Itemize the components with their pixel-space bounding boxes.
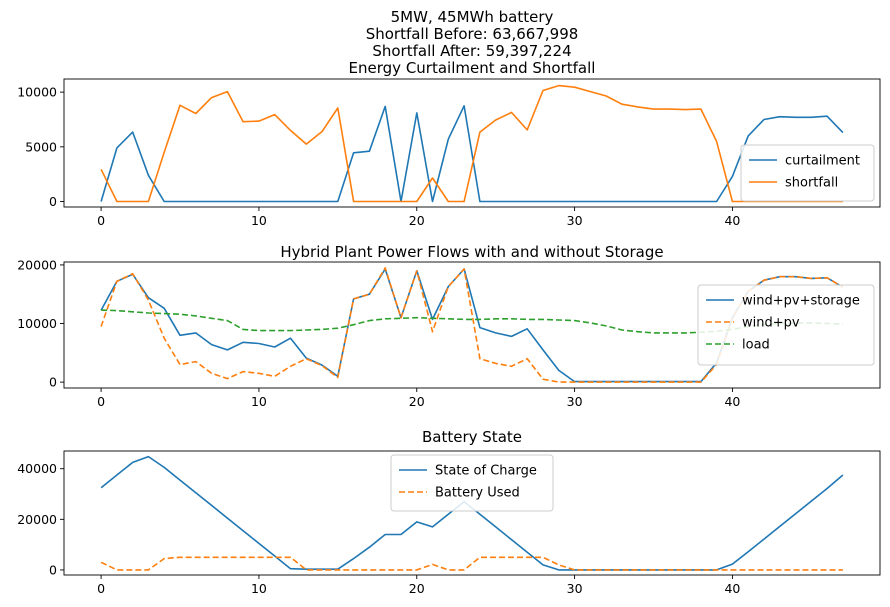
y-tick-label: 20000: [17, 512, 57, 527]
legend-label-load: load: [742, 338, 770, 353]
x-tick-label: 20: [409, 394, 425, 409]
legend: wind+pv+storage wind+pv load: [697, 284, 875, 366]
axes-frame: [63, 261, 881, 389]
x-tick-label: 0: [97, 394, 105, 409]
subplot-power-flows: Hybrid Plant Power Flows with and withou…: [17, 243, 881, 409]
chart-title: Energy Curtailment and Shortfall: [349, 59, 596, 77]
legend-box: [740, 144, 875, 202]
x-tick-label: 10: [251, 394, 267, 409]
y-tick-label: 10000: [17, 85, 57, 100]
legend-label-shortfall: shortfall: [785, 176, 838, 191]
x-tick-label: 20: [409, 581, 425, 596]
y-tick-label: 0: [49, 562, 57, 577]
axes-frame: [63, 450, 881, 576]
y-tick-label: 5000: [25, 139, 57, 154]
subplot-battery-state: Battery State 0 10 20 30 40 0 20000 40000 State o…: [17, 428, 881, 596]
x-tick-label: 0: [97, 581, 105, 596]
legend: State of Charge Battery Used: [390, 454, 554, 512]
series-line-curtailment: [100, 105, 844, 203]
chart-title: Hybrid Plant Power Flows with and withou…: [280, 243, 663, 261]
x-tick-label: 30: [567, 213, 583, 228]
axes-frame: [63, 78, 881, 208]
suptitle-line-1: 5MW, 45MWh battery: [391, 8, 554, 26]
suptitle-line-3: Shortfall After: 59,397,224: [372, 42, 571, 60]
y-tick-label: 0: [49, 194, 57, 209]
suptitle-line-2: Shortfall Before: 63,667,998: [366, 25, 579, 43]
x-tick-label: 0: [97, 213, 105, 228]
x-tick-label: 10: [251, 213, 267, 228]
x-tick-label: 20: [409, 213, 425, 228]
legend: curtailment shortfall: [740, 144, 875, 202]
y-tick-label: 0: [49, 375, 57, 390]
legend-label-curtailment: curtailment: [785, 154, 860, 169]
series-line-shortfall: [100, 84, 843, 203]
x-tick-label: 40: [724, 213, 740, 228]
x-tick-label: 30: [567, 394, 583, 409]
y-tick-label: 20000: [17, 257, 57, 272]
legend-label-wind-pv-storage: wind+pv+storage: [742, 294, 860, 309]
y-tick-label: 40000: [17, 461, 57, 476]
x-tick-label: 10: [251, 581, 267, 596]
x-tick-label: 40: [724, 394, 740, 409]
x-tick-label: 30: [567, 581, 583, 596]
chart-title: Battery State: [422, 428, 522, 446]
x-tick-label: 40: [724, 581, 740, 596]
legend-box: [390, 454, 554, 512]
subplot-curtailment: Energy Curtailment and Shortfall 0 10 20 30 4…: [17, 59, 881, 228]
legend-label-wind-pv: wind+pv: [742, 316, 800, 331]
series-line-battery-used: [100, 556, 843, 571]
y-tick-label: 10000: [17, 316, 57, 331]
legend-label-battery-used: Battery Used: [435, 486, 520, 501]
legend-label-state-of-charge: State of Charge: [435, 464, 537, 479]
legend-box: [697, 284, 875, 366]
